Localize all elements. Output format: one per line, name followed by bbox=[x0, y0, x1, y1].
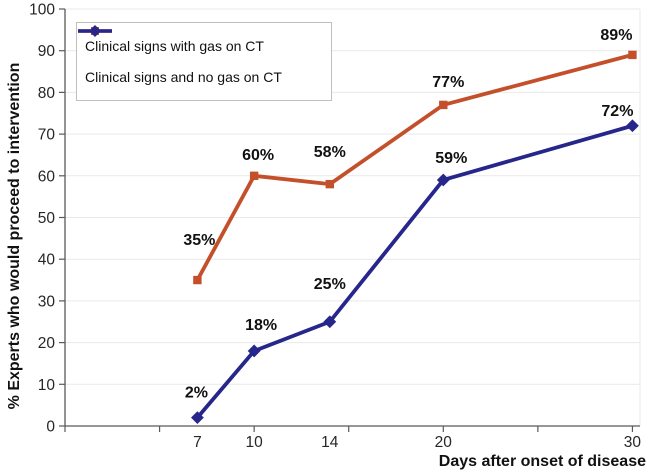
x-tick-label: 30 bbox=[624, 434, 642, 451]
y-tick-label: 40 bbox=[38, 252, 56, 269]
diamond-marker-icon bbox=[247, 344, 261, 358]
diamond-marker-icon bbox=[323, 315, 337, 329]
y-axis-title: % Experts who would proceed to intervent… bbox=[6, 62, 23, 410]
legend-item-0: Clinical signs with gas on CT bbox=[78, 27, 331, 54]
y-tick-label: 70 bbox=[38, 127, 56, 144]
diamond-legend-marker-icon bbox=[78, 25, 112, 37]
y-tick-label: 30 bbox=[38, 293, 56, 310]
data-point-label: 60% bbox=[242, 147, 274, 164]
y-tick-label: 90 bbox=[38, 43, 56, 60]
data-point-label: 89% bbox=[600, 27, 632, 44]
data-point-label: 72% bbox=[601, 103, 633, 120]
square-marker-icon bbox=[193, 275, 202, 285]
diamond-marker-icon bbox=[626, 119, 639, 133]
series-line-1 bbox=[195, 123, 635, 420]
legend-label: Clinical signs with gas on CT bbox=[85, 38, 264, 54]
data-point-label: 77% bbox=[432, 74, 464, 91]
y-tick-label: 80 bbox=[38, 85, 56, 102]
chart-legend: Clinical signs with gas on CT Clinical si… bbox=[76, 22, 332, 101]
y-tick-label: 0 bbox=[46, 419, 55, 436]
y-tick-label: 10 bbox=[38, 377, 56, 394]
data-point-label: 18% bbox=[245, 317, 277, 334]
square-marker-icon bbox=[249, 171, 259, 180]
y-tick-label: 50 bbox=[38, 210, 56, 227]
y-tick-label: 20 bbox=[38, 335, 56, 352]
x-tick-label: 10 bbox=[246, 434, 264, 451]
data-point-label: 59% bbox=[435, 150, 467, 167]
x-tick-label: 14 bbox=[321, 434, 339, 451]
data-point-label: 2% bbox=[185, 385, 208, 402]
square-marker-icon bbox=[439, 100, 448, 110]
diamond-marker-icon bbox=[436, 173, 450, 187]
y-tick-label: 100 bbox=[29, 2, 55, 19]
square-marker-icon bbox=[325, 179, 335, 189]
x-tick-label: 20 bbox=[435, 434, 453, 451]
data-point-label: 25% bbox=[314, 276, 346, 293]
legend-item-1: Clinical signs and no gas on CT bbox=[78, 25, 331, 85]
data-point-label: 58% bbox=[314, 144, 346, 161]
y-tick-label: 60 bbox=[38, 168, 56, 185]
x-axis-title: Days after onset of disease bbox=[438, 453, 646, 470]
diamond-marker-icon bbox=[191, 411, 204, 425]
square-marker-icon bbox=[628, 50, 637, 60]
legend-label: Clinical signs and no gas on CT bbox=[85, 69, 282, 85]
x-tick-label: 7 bbox=[193, 434, 202, 451]
data-point-label: 35% bbox=[183, 232, 215, 249]
